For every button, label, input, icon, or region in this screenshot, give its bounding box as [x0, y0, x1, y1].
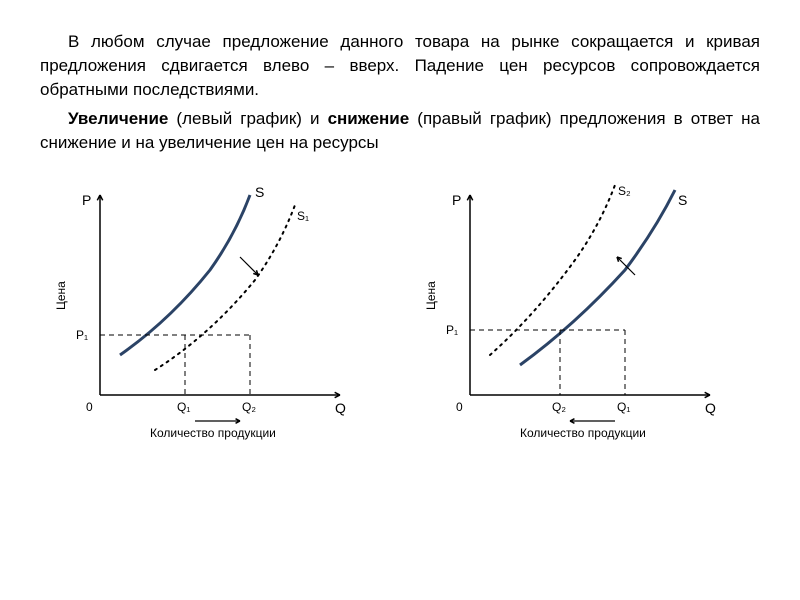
svg-text:Q₂: Q₂: [552, 400, 566, 414]
svg-text:Q: Q: [335, 400, 346, 416]
svg-text:Количество продукции: Количество продукции: [520, 426, 646, 440]
svg-text:Q₁: Q₁: [177, 400, 190, 414]
svg-text:0: 0: [456, 400, 463, 414]
p2-bold2: снижение: [328, 109, 410, 128]
description-text: В любом случае предложение данного товар…: [40, 30, 760, 155]
svg-text:S₂: S₂: [618, 184, 631, 198]
charts-container: P Q 0 P₁ Q₁ Q₂ S S₁ Цена Количество продукции P Q 0…: [40, 175, 760, 460]
svg-text:S: S: [255, 184, 264, 200]
paragraph-1: В любом случае предложение данного товар…: [40, 30, 760, 101]
svg-text:P₁: P₁: [446, 323, 458, 337]
svg-text:Цена: Цена: [424, 281, 438, 310]
svg-text:Цена: Цена: [54, 281, 68, 310]
svg-text:Q₁: Q₁: [617, 400, 630, 414]
svg-text:P₁: P₁: [76, 328, 88, 342]
svg-text:0: 0: [86, 400, 93, 414]
svg-text:S: S: [678, 192, 687, 208]
svg-text:Q: Q: [705, 400, 716, 416]
p2-mid: (левый график) и: [168, 109, 327, 128]
svg-text:P: P: [82, 192, 91, 208]
paragraph-2: Увеличение (левый график) и снижение (пр…: [40, 107, 760, 155]
svg-text:Количество продукции: Количество продукции: [150, 426, 276, 440]
chart-right-svg: P Q 0 P₁ Q₁ Q₂ S S₂ Цена Количество продукции: [410, 175, 750, 455]
chart-right: P Q 0 P₁ Q₁ Q₂ S S₂ Цена Количество продукции: [410, 175, 760, 460]
svg-text:P: P: [452, 192, 461, 208]
p2-bold1: Увеличение: [68, 109, 168, 128]
svg-text:S₁: S₁: [297, 209, 309, 223]
svg-text:Q₂: Q₂: [242, 400, 256, 414]
chart-left: P Q 0 P₁ Q₁ Q₂ S S₁ Цена Количество продукции: [40, 175, 390, 460]
chart-left-svg: P Q 0 P₁ Q₁ Q₂ S S₁ Цена Количество продукции: [40, 175, 380, 455]
